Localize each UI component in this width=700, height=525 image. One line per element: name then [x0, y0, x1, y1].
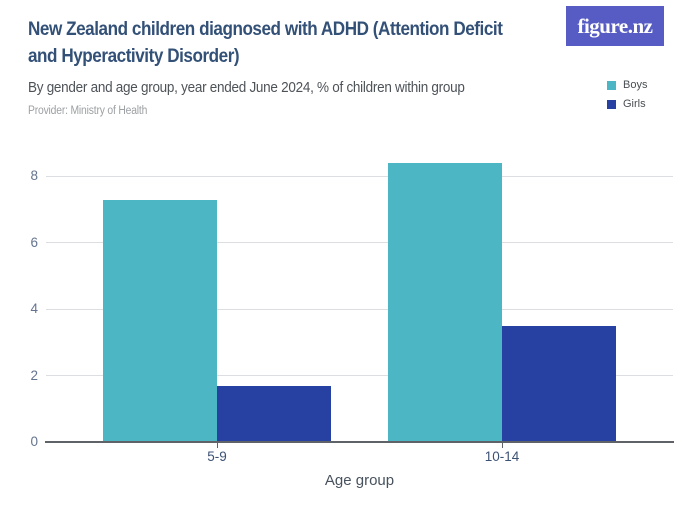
gridline-y8 — [46, 175, 673, 177]
x-category-label-5-9: 5-9 — [207, 449, 227, 464]
x-tick-10-14 — [502, 443, 503, 448]
gridline-y2 — [46, 375, 673, 377]
bar-boys-10-14[interactable] — [388, 163, 502, 442]
girls-swatch-icon — [607, 99, 616, 109]
y-tick-label-8: 8 — [30, 168, 38, 184]
chart-provider: Provider: Ministry of Health — [28, 105, 148, 117]
legend-label-girls: Girls — [623, 98, 646, 110]
x-category-label-10-14: 10-14 — [484, 449, 520, 464]
chart-title-line-1: New Zealand children diagnosed with ADHD… — [28, 19, 503, 40]
chart-title-line-2: and Hyperactivity Disorder) — [28, 46, 240, 67]
x-tick-5-9 — [217, 443, 218, 448]
bar-boys-5-9[interactable] — [103, 199, 217, 442]
legend-item-boys: Boys — [607, 79, 647, 91]
figure-nz-logo-text: figure.nz — [577, 13, 653, 38]
y-tick-label-6: 6 — [30, 234, 38, 250]
y-tick-label-2: 2 — [30, 367, 38, 383]
chart-subtitle: By gender and age group, year ended June… — [28, 79, 465, 96]
legend-label-boys: Boys — [623, 79, 648, 91]
bar-girls-10-14[interactable] — [502, 325, 616, 442]
boys-swatch-icon — [607, 80, 616, 90]
chart-legend: Boys Girls — [607, 79, 647, 117]
chart-header: New Zealand children diagnosed with ADHD… — [28, 16, 568, 117]
figure-nz-logo[interactable]: figure.nz — [566, 6, 664, 46]
gridline-y4 — [46, 308, 673, 310]
y-tick-label-0: 0 — [30, 434, 38, 449]
x-axis-line — [45, 441, 674, 443]
legend-item-girls: Girls — [607, 98, 647, 110]
x-axis-title: Age group — [324, 472, 395, 489]
bar-girls-5-9[interactable] — [217, 385, 331, 442]
y-tick-label-4: 4 — [30, 301, 38, 317]
gridline-y6 — [46, 242, 673, 244]
